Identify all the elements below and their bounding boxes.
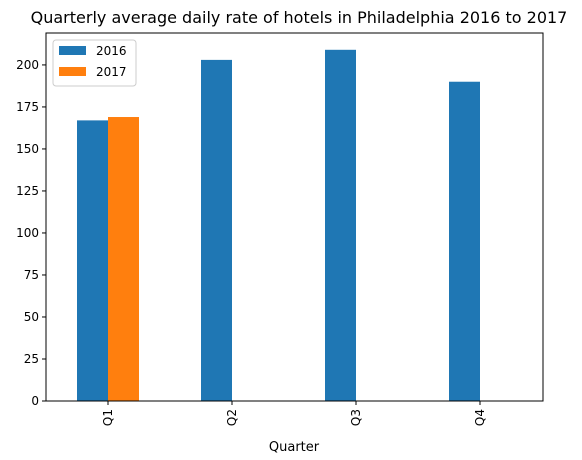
y-tick-label: 125	[16, 184, 39, 198]
y-tick-label: 100	[16, 226, 39, 240]
bar-2016-Q3	[325, 49, 356, 402]
y-tick-label: 150	[16, 142, 39, 156]
bar-2016-Q1	[77, 120, 108, 401]
x-tick-label: Q2	[225, 409, 239, 426]
bar-2016-Q4	[449, 81, 480, 401]
y-tick-label: 25	[24, 352, 39, 366]
legend-label-2016: 2016	[96, 44, 127, 58]
chart-title: Quarterly average daily rate of hotels i…	[31, 8, 568, 27]
legend-swatch-2017	[59, 67, 86, 76]
legend: 2016 2017	[52, 39, 137, 87]
y-tick-label: 200	[16, 58, 39, 72]
legend-swatch-2016	[59, 46, 86, 55]
x-axis: Q1 Q2 Q3 Q4	[101, 401, 487, 426]
legend-label-2017: 2017	[96, 65, 127, 79]
y-axis: 0 25 50 75 100 125 150 175 200	[16, 58, 46, 408]
x-tick-label: Q1	[101, 409, 115, 426]
bars-group	[77, 49, 480, 402]
x-axis-label: Quarter	[269, 440, 320, 455]
y-tick-label: 175	[16, 100, 39, 114]
plot-area-frame	[45, 32, 544, 402]
y-tick-label: 50	[24, 310, 39, 324]
y-tick-label: 0	[31, 394, 39, 408]
bar-2017-Q1	[108, 117, 139, 402]
bar-2016-Q2	[201, 59, 232, 402]
y-tick-label: 75	[24, 268, 39, 282]
x-tick-label: Q3	[349, 409, 363, 426]
x-tick-label: Q4	[473, 409, 487, 426]
